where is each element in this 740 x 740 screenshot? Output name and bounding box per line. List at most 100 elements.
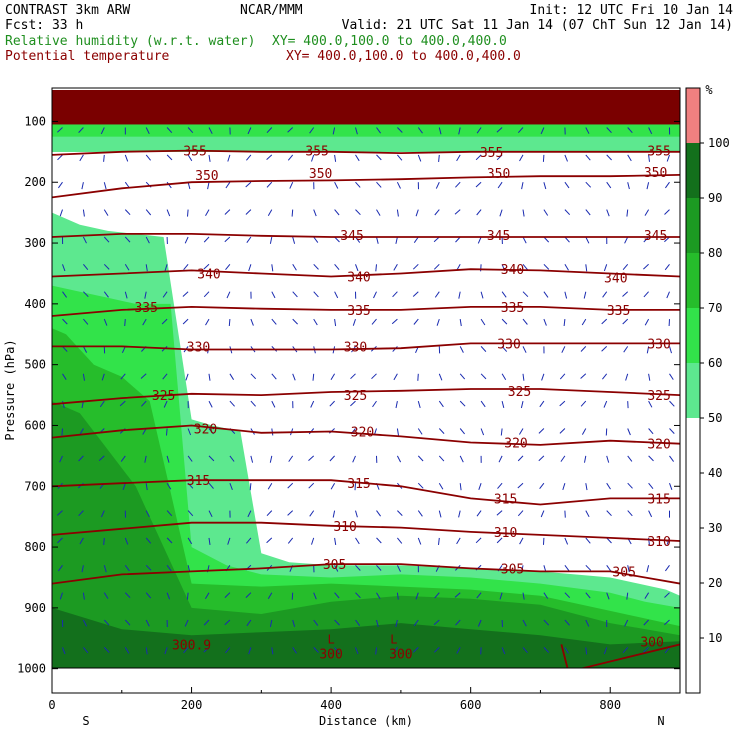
theta-line-345 [52, 233, 680, 238]
wind-vector [520, 400, 524, 409]
wind-vector [476, 592, 482, 599]
wind-vector [145, 236, 150, 244]
wind-vector [332, 127, 336, 135]
wind-vector [476, 127, 482, 134]
wind-vector [124, 565, 130, 572]
wind-vector [480, 428, 485, 436]
wind-vector [103, 537, 105, 545]
wind-vector [664, 263, 670, 271]
colorbar-segment [686, 363, 700, 418]
colorbar-segment [686, 253, 700, 308]
wind-vector [559, 400, 566, 407]
wind-vector [250, 400, 256, 407]
theta-line-305 [52, 563, 680, 585]
wind-vector [601, 346, 608, 352]
wind-vector [434, 209, 440, 216]
theta-label: 330 [344, 340, 367, 355]
wind-vector [564, 619, 570, 626]
theta-label: 330 [497, 337, 520, 352]
wind-vector [396, 428, 399, 436]
wind-vector [627, 565, 630, 573]
colorbar-tick-label: 80 [708, 246, 722, 260]
wind-vector [229, 483, 233, 490]
wind-vector [539, 400, 545, 408]
wind-vector [313, 592, 317, 600]
wind-vector [269, 455, 273, 463]
wind-vector [308, 482, 315, 489]
wind-vector [350, 373, 356, 380]
wind-vector [643, 647, 649, 653]
center-title: NCAR/MMM [240, 3, 303, 18]
wind-vector [543, 647, 550, 653]
upper-band [52, 90, 680, 125]
colorbar-tick-label: 40 [708, 466, 722, 480]
wind-vector [664, 209, 670, 215]
wind-vector [186, 592, 189, 600]
wind-vector [208, 400, 213, 408]
wind-vector [480, 373, 487, 380]
wind-vector [648, 510, 653, 518]
wind-vector [83, 291, 89, 298]
wind-vector [580, 400, 587, 407]
wind-vector [395, 401, 398, 409]
wind-vector [79, 154, 84, 162]
wind-vector [82, 346, 88, 353]
wind-vector [376, 564, 382, 571]
wind-vector [643, 263, 649, 270]
wind-vector [355, 236, 361, 243]
init-time: Init: 12 UTC Fri 10 Jan 14 [529, 3, 734, 18]
wind-vector [581, 318, 587, 326]
wind-vector [224, 236, 231, 243]
wind-vector [225, 263, 231, 271]
wind-vector [100, 127, 105, 135]
wind-vector [142, 318, 147, 326]
field1-xy: XY= 400.0,100.0 to 400.0,400.0 [272, 34, 507, 49]
wind-vector [229, 400, 235, 407]
wind-vector [56, 510, 63, 516]
wind-vector [182, 318, 189, 325]
theta-label: 335 [347, 304, 370, 319]
wind-vector [413, 236, 419, 243]
wind-vector [480, 291, 484, 299]
wind-vector [376, 510, 382, 517]
wind-vector [309, 127, 315, 134]
wind-vector [78, 510, 84, 517]
wind-vector [164, 647, 168, 655]
wind-vector [184, 619, 189, 627]
wind-vector [522, 647, 528, 654]
wind-vector [224, 592, 231, 598]
wind-vector [62, 291, 68, 298]
x-end-left: S [82, 714, 89, 728]
wind-vector [564, 564, 570, 572]
wind-vector [183, 647, 189, 654]
wind-vector [103, 209, 109, 216]
wind-vector [456, 537, 461, 545]
theta-label: 345 [487, 229, 510, 244]
wind-vector [564, 537, 569, 545]
wind-vector [166, 455, 170, 463]
wind-vector [563, 319, 566, 327]
x-axis-label: Distance (km) [319, 714, 413, 728]
wind-vector [57, 127, 63, 133]
wind-vector [664, 181, 670, 189]
wind-vector [79, 428, 84, 435]
wind-vector [269, 236, 273, 244]
theta-label: 355 [183, 145, 206, 160]
wind-vector [541, 373, 545, 381]
wind-vector [120, 373, 126, 380]
wind-vector [669, 455, 675, 462]
wind-vector [648, 428, 654, 435]
wind-vector [666, 154, 670, 162]
wind-vector [458, 291, 461, 299]
wind-vector [355, 154, 360, 162]
wind-vector [664, 565, 670, 572]
wind-vector [330, 482, 336, 490]
wind-vector [62, 318, 68, 325]
wind-vector [496, 537, 503, 544]
theta-label: 330 [187, 340, 210, 355]
valid-time: Valid: 21 UTC Sat 11 Jan 14 (07 ChT Sun … [341, 18, 733, 33]
wind-vector [271, 291, 276, 299]
wind-vector [183, 263, 189, 271]
wind-vector [625, 373, 629, 381]
